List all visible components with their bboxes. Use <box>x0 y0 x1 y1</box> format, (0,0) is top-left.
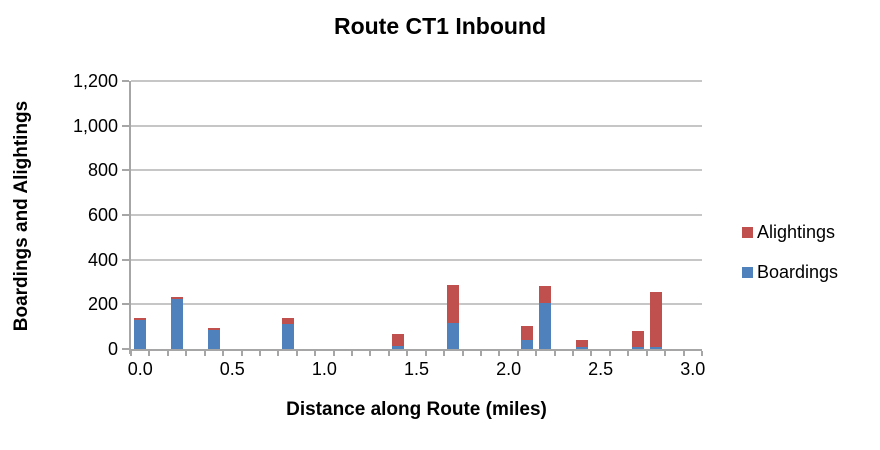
x-axis-tick <box>277 351 280 356</box>
x-tick-label: 1.5 <box>403 359 430 379</box>
y-axis-tick <box>122 348 129 350</box>
x-tick-label: 1.0 <box>311 359 337 379</box>
y-tick-label: 1,000 <box>72 115 118 136</box>
alightings-swatch-icon <box>742 227 753 238</box>
gridline <box>131 80 702 82</box>
plot-area: 0 200 400 600 800 1,000 1,200 0.0 0.5 1.0 1.5 2.0 2.… <box>73 71 705 379</box>
x-axis-tick <box>332 351 335 356</box>
x-axis-tick <box>369 351 372 356</box>
y-axis-tick <box>122 124 129 127</box>
bar-segment-boardings <box>392 345 405 349</box>
x-axis-tick <box>701 351 703 356</box>
legend-label: Boardings <box>757 262 839 282</box>
x-axis-tick <box>166 351 169 356</box>
y-axis-tick <box>122 214 129 216</box>
x-axis-tick <box>314 351 317 356</box>
x-axis-tick <box>461 351 464 356</box>
x-axis-tick <box>608 351 611 356</box>
gridline <box>131 214 702 216</box>
bar-segment-boardings <box>171 298 184 349</box>
x-axis-tick <box>185 351 188 356</box>
gridline <box>131 124 702 127</box>
gridline <box>131 303 702 306</box>
y-axis-tick <box>122 80 129 82</box>
x-axis-line <box>129 349 702 351</box>
legend: Alightings Boardings <box>742 221 838 301</box>
y-axis-tick <box>122 258 129 261</box>
bar-segment-alightings <box>447 285 460 324</box>
chart-title: Route CT1 Inbound <box>333 13 547 39</box>
legend-item-alightings: Alightings <box>742 221 838 244</box>
bar-segment-alightings <box>134 317 147 320</box>
x-axis-tick <box>387 351 390 356</box>
x-axis-tick <box>258 351 261 356</box>
x-axis-tick <box>516 351 519 356</box>
bar-segment-boardings <box>521 340 534 349</box>
x-tick-label: 2.5 <box>588 359 614 379</box>
x-axis-tick <box>443 351 446 356</box>
x-axis-tick <box>645 351 648 356</box>
x-axis-tick <box>479 351 482 356</box>
bar-segment-boardings <box>539 303 552 349</box>
bar-segment-alightings <box>649 292 662 347</box>
legend-label: Alightings <box>757 222 836 242</box>
x-axis-tick <box>222 351 225 356</box>
x-axis-title: Distance along Route (miles) <box>286 399 547 420</box>
y-axis-tick <box>122 303 129 306</box>
bar-segment-alightings <box>539 286 552 304</box>
x-axis-tick <box>203 351 206 356</box>
x-tick-label: 2.0 <box>496 359 522 379</box>
x-axis-tick <box>590 351 593 356</box>
y-tick-label: 0 <box>107 339 118 359</box>
x-axis-tick <box>240 351 243 356</box>
x-axis-tick <box>148 351 151 356</box>
bar-segment-alightings <box>631 331 644 347</box>
x-axis-tick <box>424 351 427 356</box>
gridline <box>131 169 702 172</box>
legend-item-boardings: Boardings <box>742 261 838 284</box>
bar-segment-alightings <box>207 327 220 330</box>
bar-segment-boardings <box>207 330 220 349</box>
bar-segment-alightings <box>521 325 534 341</box>
y-axis-tick <box>122 169 129 172</box>
x-tick-label: 3.0 <box>680 359 706 379</box>
x-axis-tick <box>130 351 132 356</box>
y-tick-label: 600 <box>87 205 118 225</box>
boardings-swatch-icon <box>742 267 753 278</box>
x-axis-tick <box>627 351 630 356</box>
x-axis-tick <box>682 351 685 356</box>
bar-segment-alightings <box>281 317 294 325</box>
bar-segment-boardings <box>631 346 644 349</box>
gridline <box>131 258 702 261</box>
x-axis-tick <box>295 351 298 356</box>
x-axis-tick <box>498 351 501 356</box>
bar-segment-alightings <box>171 296 184 299</box>
y-axis-line <box>129 81 131 354</box>
bar-segment-alightings <box>392 334 405 346</box>
bar-segment-boardings <box>281 324 294 349</box>
bar-segment-boardings <box>447 323 460 349</box>
y-tick-label: 800 <box>87 160 118 181</box>
x-axis-tick <box>553 351 556 356</box>
x-axis-tick <box>572 351 575 356</box>
x-axis-tick <box>406 351 409 356</box>
y-tick-label: 200 <box>87 294 118 315</box>
x-tick-label: 0.5 <box>219 359 245 379</box>
bar-segment-boardings <box>576 346 589 349</box>
y-tick-label: 1,200 <box>72 71 118 91</box>
bar-segment-alightings <box>576 340 589 347</box>
y-tick-label: 400 <box>87 249 118 270</box>
x-tick-label: 0.0 <box>127 359 153 379</box>
bar-segment-boardings <box>649 346 662 349</box>
x-axis-tick <box>351 351 354 356</box>
x-axis-tick <box>664 351 667 356</box>
x-axis-tick <box>535 351 538 356</box>
bar-segment-boardings <box>134 319 147 349</box>
